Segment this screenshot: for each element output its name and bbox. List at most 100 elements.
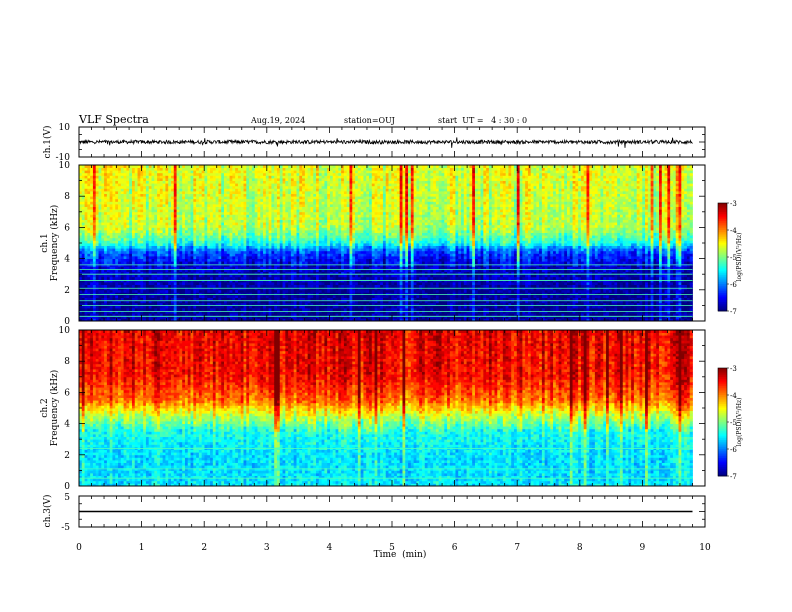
spectrogram-cell (204, 175, 207, 178)
spectrogram-cell (227, 311, 230, 314)
spectrogram-cell (294, 295, 297, 298)
spectrogram-cell (255, 207, 258, 210)
spectrogram-cell (149, 227, 152, 230)
spectrogram-cell (124, 285, 127, 288)
spectrogram-cell (288, 209, 291, 212)
spectrogram-cell (179, 292, 182, 295)
spectrogram-cell (255, 225, 258, 228)
spectrogram-cell (171, 235, 174, 238)
spectrogram-cell (132, 222, 135, 225)
spectrogram-cell (185, 191, 188, 194)
spectrogram-cell (241, 188, 244, 191)
spectrogram-cell (230, 168, 233, 171)
spectrogram-cell (168, 264, 171, 267)
spectrogram-cell (107, 292, 110, 295)
spectrogram-cell (271, 199, 274, 202)
spectrogram-cell (82, 246, 85, 249)
spectrogram-cell (101, 201, 104, 204)
spectrogram-cell (174, 225, 177, 228)
spectrogram-cell (263, 287, 266, 290)
spectrogram-cell (82, 222, 85, 225)
spectrogram-cell (182, 222, 185, 225)
spectrogram-cell (154, 238, 157, 241)
spectrogram-cell (252, 233, 255, 236)
spectrogram-cell (112, 191, 115, 194)
spectrogram-cell (244, 225, 247, 228)
spectrogram-cell (221, 204, 224, 207)
spectrogram-cell (257, 191, 260, 194)
spectrogram-cell (227, 259, 230, 262)
spectrogram-cell (207, 277, 210, 280)
spectrogram-cell (213, 277, 216, 280)
spectrogram-cell (179, 183, 182, 186)
spectrogram-cell (249, 196, 252, 199)
spectrogram-cell (82, 186, 85, 189)
spectrogram-cell (132, 295, 135, 298)
spectrogram-cell (297, 279, 300, 282)
spectrogram-cell (283, 277, 286, 280)
spectrogram-cell (163, 277, 166, 280)
spectrogram-cell (302, 178, 305, 181)
spectrogram-cell (204, 178, 207, 181)
spectrogram-cell (199, 248, 202, 251)
spectrogram-cell (143, 235, 146, 238)
spectrogram-cell (280, 207, 283, 210)
spectrogram-cell (269, 274, 272, 277)
spectrogram-cell (188, 298, 191, 301)
spectrogram-cell (238, 168, 241, 171)
spectrogram-cell (87, 212, 90, 215)
spectrogram-cell (85, 220, 88, 223)
spectrogram-cell (96, 168, 99, 171)
spectrogram-cell (188, 238, 191, 241)
spectrogram-cell (260, 305, 263, 308)
spectrogram-cell (182, 227, 185, 230)
spectrogram-cell (302, 183, 305, 186)
spectrogram-cell (99, 248, 102, 251)
spectrogram-cell (179, 233, 182, 236)
spectrogram-cell (204, 196, 207, 199)
spectrogram-cell (140, 230, 143, 233)
spectrogram-cell (160, 277, 163, 280)
spectrogram-cell (171, 222, 174, 225)
spectrogram-cell (82, 240, 85, 243)
spectrogram-cell (216, 243, 219, 246)
spectrogram-cell (263, 222, 266, 225)
spectrogram-cell (232, 222, 235, 225)
spectrogram-cell (146, 188, 149, 191)
spectrogram-cell (90, 222, 93, 225)
spectrogram-cell (163, 308, 166, 311)
spectrogram-cell (188, 230, 191, 233)
spectrogram-cell (216, 178, 219, 181)
spectrogram-cell (112, 251, 115, 254)
spectrogram-cell (193, 298, 196, 301)
spectrogram-cell (146, 246, 149, 249)
spectrogram-cell (168, 243, 171, 246)
spectrogram-cell (99, 298, 102, 301)
spectrogram-cell (227, 191, 230, 194)
spectrogram-cell (224, 308, 227, 311)
spectrogram-cell (269, 246, 272, 249)
spectrogram-cell (121, 259, 124, 262)
spectrogram-cell (149, 298, 152, 301)
spectrogram-cell (204, 207, 207, 210)
spectrogram-cell (216, 274, 219, 277)
spectrogram-cell (235, 191, 238, 194)
spectrogram-cell (196, 201, 199, 204)
spectrogram-cell (274, 188, 277, 191)
spectrogram-cell (96, 308, 99, 311)
spectrogram-cell (193, 253, 196, 256)
spectrogram-cell (249, 248, 252, 251)
spectrogram-cell (188, 308, 191, 311)
spectrogram-cell (274, 311, 277, 314)
spectrogram-cell (227, 253, 230, 256)
spectrogram-cell (288, 170, 291, 173)
spectrogram-cell (177, 253, 180, 256)
spectrogram-cell (82, 238, 85, 241)
spectrogram-cell (249, 214, 252, 217)
spectrogram-cell (196, 186, 199, 189)
spectrogram-cell (115, 264, 118, 267)
spectrogram-cell (202, 246, 205, 249)
spectrogram-cell (126, 183, 129, 186)
spectrogram-cell (235, 188, 238, 191)
spectrogram-cell (210, 209, 213, 212)
